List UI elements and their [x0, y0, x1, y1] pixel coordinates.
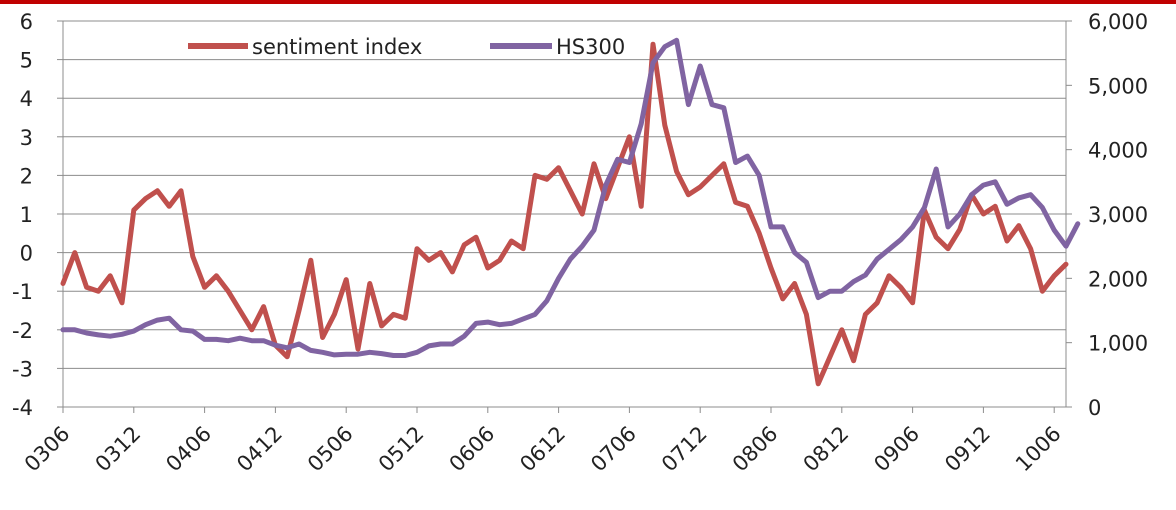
y-left-tick-label: -2 [12, 319, 33, 343]
x-tick-label: 0506 [303, 422, 358, 477]
y-left-tick-label: -1 [12, 280, 33, 304]
x-tick-label: 0306 [20, 422, 75, 477]
y-left-tick-label: 1 [20, 203, 33, 227]
y-right-tick-label: 1,000 [1088, 332, 1148, 356]
y-left-tick-label: -3 [12, 357, 33, 381]
x-tick-label: 0312 [91, 422, 146, 477]
y-left-tick-label: 2 [20, 164, 33, 188]
top-border-rule [0, 0, 1176, 4]
y-left-tick-label: -4 [12, 396, 33, 420]
x-tick-label: 0712 [657, 422, 712, 477]
y-left-tick-label: 3 [20, 126, 33, 150]
y-right-tick-label: 2,000 [1088, 267, 1148, 291]
legend: sentiment index HS300 [188, 35, 625, 59]
x-tick-label: 0812 [799, 422, 854, 477]
x-tick-label: 1006 [1011, 422, 1066, 477]
grid-lines [63, 20, 1066, 369]
x-tick-label: 0612 [515, 422, 570, 477]
x-tick-label: 0912 [940, 422, 995, 477]
legend-label-hs300: HS300 [556, 35, 625, 59]
axes: -4 -3 -2 -1 0 1 2 3 4 5 6 0 1,000 2,000 3,000 4,000 5,00… [12, 10, 1148, 476]
y-left-tick-label: 0 [20, 242, 33, 266]
y-left-tick-label: 4 [20, 87, 33, 111]
series-lines [60, 37, 1081, 387]
y-right-tick-label: 6,000 [1088, 10, 1148, 34]
y-right-tick-label: 0 [1088, 396, 1101, 420]
y-right-tick-label: 3,000 [1088, 203, 1148, 227]
x-tick-label: 0906 [869, 422, 924, 477]
x-tick-label: 0412 [232, 422, 287, 477]
series-line-hs300 [60, 37, 1081, 358]
x-tick-label: 0512 [374, 422, 429, 477]
legend-label-sentiment-index: sentiment index [252, 35, 422, 59]
y-right-tick-label: 5,000 [1088, 74, 1148, 98]
y-left-tick-label: 6 [20, 10, 33, 34]
series-line-sentiment-index [60, 41, 1069, 387]
y-left-tick-label: 5 [20, 49, 33, 73]
x-tick-label: 0706 [586, 422, 641, 477]
x-tick-label: 0806 [728, 422, 783, 477]
x-tick-label: 0406 [161, 422, 216, 477]
x-tick-label: 0606 [445, 422, 500, 477]
y-right-tick-label: 4,000 [1088, 139, 1148, 163]
